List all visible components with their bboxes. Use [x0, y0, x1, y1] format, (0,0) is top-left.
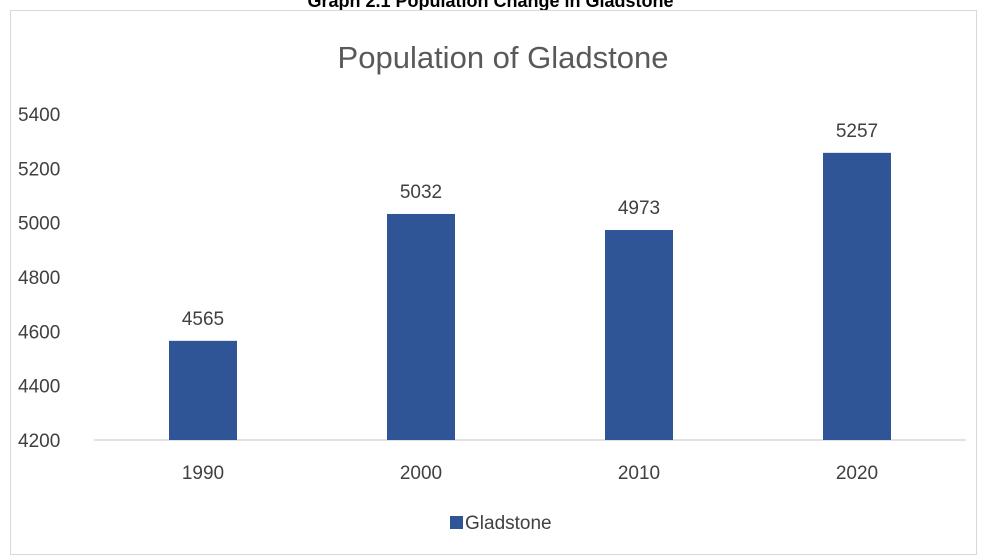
y-tick-label: 4800 — [18, 268, 60, 289]
x-tick-label: 2010 — [618, 463, 660, 484]
data-label-2020: 5257 — [836, 121, 878, 142]
y-tick-label: 4200 — [18, 431, 60, 452]
y-axis-ticks: 4200 4400 4600 4800 5000 5200 5400 — [18, 105, 60, 452]
x-tick-label: 2000 — [400, 463, 442, 484]
x-axis-ticks: 1990 2000 2010 2020 — [182, 463, 878, 484]
y-tick-label: 5000 — [18, 214, 60, 235]
figure-caption: Graph 2.1 Population Change in Gladstone — [307, 0, 674, 11]
x-tick-label: 2020 — [836, 463, 878, 484]
y-tick-label: 5200 — [18, 159, 60, 180]
chart-frame — [10, 10, 977, 555]
y-tick-label: 5400 — [18, 105, 60, 126]
data-label-2000: 5032 — [400, 182, 442, 203]
legend-swatch — [450, 516, 463, 529]
data-labels-layer: 4565 5032 4973 5257 — [182, 121, 878, 330]
legend: Gladstone — [450, 513, 552, 534]
y-tick-label: 4600 — [18, 322, 60, 343]
y-tick-label: 4400 — [18, 377, 60, 398]
bar-1990 — [169, 340, 237, 440]
chart-title: Population of Gladstone — [338, 40, 669, 75]
bar-2000 — [387, 213, 455, 440]
legend-label: Gladstone — [465, 513, 552, 534]
data-label-1990: 4565 — [182, 309, 224, 330]
bar-2010 — [605, 230, 673, 440]
bar-2020 — [823, 152, 891, 440]
x-tick-label: 1990 — [182, 463, 224, 484]
bars-layer — [169, 152, 891, 440]
data-label-2010: 4973 — [618, 198, 660, 219]
